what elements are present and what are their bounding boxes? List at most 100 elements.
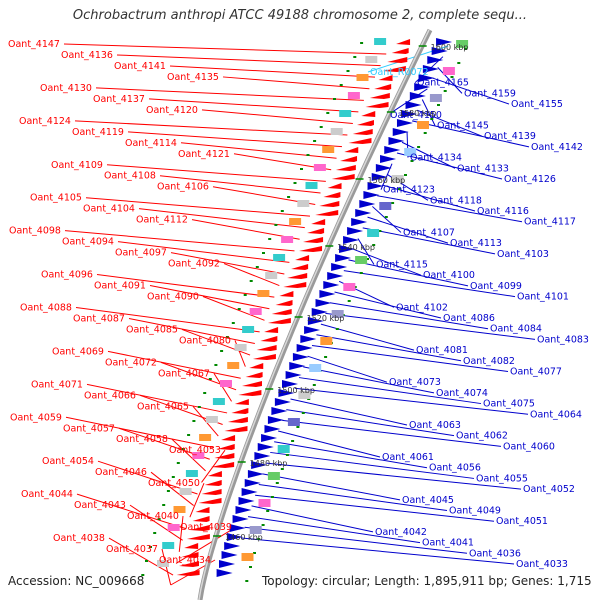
- leader-line: [278, 430, 381, 458]
- tick-mark: [266, 510, 270, 512]
- leader-line: [367, 216, 449, 244]
- forward-gene: [198, 498, 222, 504]
- forward-annotation-box: [162, 542, 175, 549]
- leader-line: [316, 334, 462, 362]
- reverse-gene-label: Oant_4061: [382, 452, 434, 463]
- forward-gene-label: Oant_4097: [115, 248, 167, 259]
- scale-label: 1560 kbp: [368, 176, 406, 185]
- leader-line: [303, 366, 435, 394]
- reverse-annotation-box: [267, 472, 280, 480]
- tick-mark: [220, 350, 224, 352]
- tick-mark: [197, 406, 201, 408]
- forward-gene: [234, 399, 249, 405]
- tick-mark: [285, 454, 289, 456]
- leader-line: [75, 306, 260, 333]
- forward-gene: [214, 453, 235, 459]
- reverse-gene: [422, 65, 439, 73]
- leader-line: [170, 252, 285, 275]
- reverse-gene: [384, 146, 401, 154]
- reverse-gene-label: Oant_4142: [531, 142, 583, 153]
- tick-mark: [249, 566, 252, 568]
- tick-mark: [417, 146, 421, 148]
- tick-mark: [249, 280, 253, 282]
- forward-gene-label: Oant_4085: [126, 324, 178, 335]
- forward-gene-label: Oant_4114: [125, 138, 177, 149]
- leader-line: [377, 195, 523, 223]
- tick-mark: [275, 482, 279, 484]
- forward-annotation-box: [273, 254, 286, 261]
- leader-line: [191, 219, 300, 240]
- reverse-gene-label: Oant_4117: [524, 217, 576, 228]
- reverse-gene-label: Oant_4099: [470, 281, 522, 292]
- forward-annotation-box: [339, 110, 352, 117]
- tick-mark: [187, 434, 191, 436]
- forward-annotation-box: [185, 470, 198, 477]
- leader-line: [298, 377, 482, 405]
- leader-line: [76, 493, 187, 530]
- forward-gene-label: Oant_4044: [21, 489, 73, 500]
- forward-gene: [217, 444, 235, 450]
- reverse-gene: [244, 479, 261, 487]
- reverse-gene-label: Oant_4077: [510, 366, 562, 377]
- tick-mark: [268, 238, 272, 240]
- forward-gene: [369, 93, 390, 99]
- tick-mark: [153, 532, 157, 534]
- leader-line: [294, 387, 529, 415]
- reverse-annotation-box: [379, 202, 392, 210]
- forward-gene: [361, 111, 376, 117]
- scale-label: 1500 kbp: [277, 386, 315, 395]
- leader-line: [108, 537, 174, 576]
- reverse-gene: [232, 515, 249, 523]
- tick-mark: [306, 154, 310, 156]
- forward-annotation-box: [157, 560, 169, 567]
- tick-mark: [280, 210, 284, 212]
- reverse-gene: [261, 434, 278, 442]
- forward-annotation-box: [234, 344, 247, 351]
- reverse-annotation-box: [249, 526, 262, 534]
- leader-line: [290, 398, 408, 426]
- leader-line: [362, 227, 496, 255]
- reverse-gene: [327, 272, 344, 280]
- forward-annotation-box: [305, 182, 318, 189]
- forward-gene-label: Oant_4072: [105, 357, 157, 368]
- reverse-gene: [216, 569, 233, 577]
- forward-annotation-box: [179, 488, 192, 495]
- forward-annotation-box: [356, 74, 369, 81]
- leader-line: [343, 270, 516, 298]
- reverse-annotation-box: [320, 337, 333, 345]
- tick-mark: [443, 90, 447, 92]
- leader-line: [311, 344, 509, 372]
- reverse-gene-label: Oant_4133: [457, 163, 509, 174]
- leader-line: [241, 537, 515, 565]
- reverse-gene-label: Oant_4113: [450, 238, 502, 249]
- tick-mark: [333, 98, 336, 100]
- leader-line: [117, 241, 290, 263]
- reverse-annotation-box: [331, 310, 344, 318]
- reverse-annotation-box: [429, 94, 442, 102]
- forward-annotation-box: [313, 164, 326, 171]
- reverse-gene: [405, 101, 422, 109]
- tick-mark: [293, 182, 297, 184]
- tick-mark: [149, 546, 152, 548]
- forward-gene: [181, 552, 199, 558]
- reverse-gene: [359, 200, 376, 208]
- tick-mark: [162, 504, 166, 506]
- reverse-gene: [347, 227, 364, 235]
- tick-mark: [359, 272, 363, 274]
- reverse-gene-label: Oant_4100: [423, 270, 475, 281]
- forward-gene-label: Oant_4096: [41, 270, 93, 281]
- reverse-gene: [363, 191, 380, 199]
- leader-line: [222, 76, 370, 90]
- forward-gene: [323, 192, 341, 198]
- tick-mark: [280, 468, 284, 470]
- forward-gene-label: Oant_4119: [72, 127, 124, 138]
- forward-gene: [189, 525, 210, 531]
- reverse-gene: [304, 326, 321, 334]
- forward-gene-label: Oant_4067: [158, 368, 210, 379]
- reverse-gene-label: Oant_4134: [410, 153, 462, 164]
- tick-mark: [214, 364, 218, 366]
- reverse-gene: [427, 56, 444, 64]
- scale-label: 1580 kbp: [399, 109, 437, 118]
- tick-mark: [181, 448, 185, 450]
